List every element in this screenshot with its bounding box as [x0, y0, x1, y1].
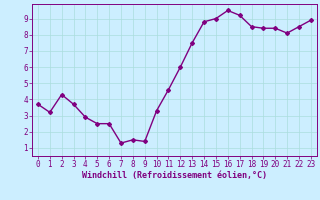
X-axis label: Windchill (Refroidissement éolien,°C): Windchill (Refroidissement éolien,°C)	[82, 171, 267, 180]
